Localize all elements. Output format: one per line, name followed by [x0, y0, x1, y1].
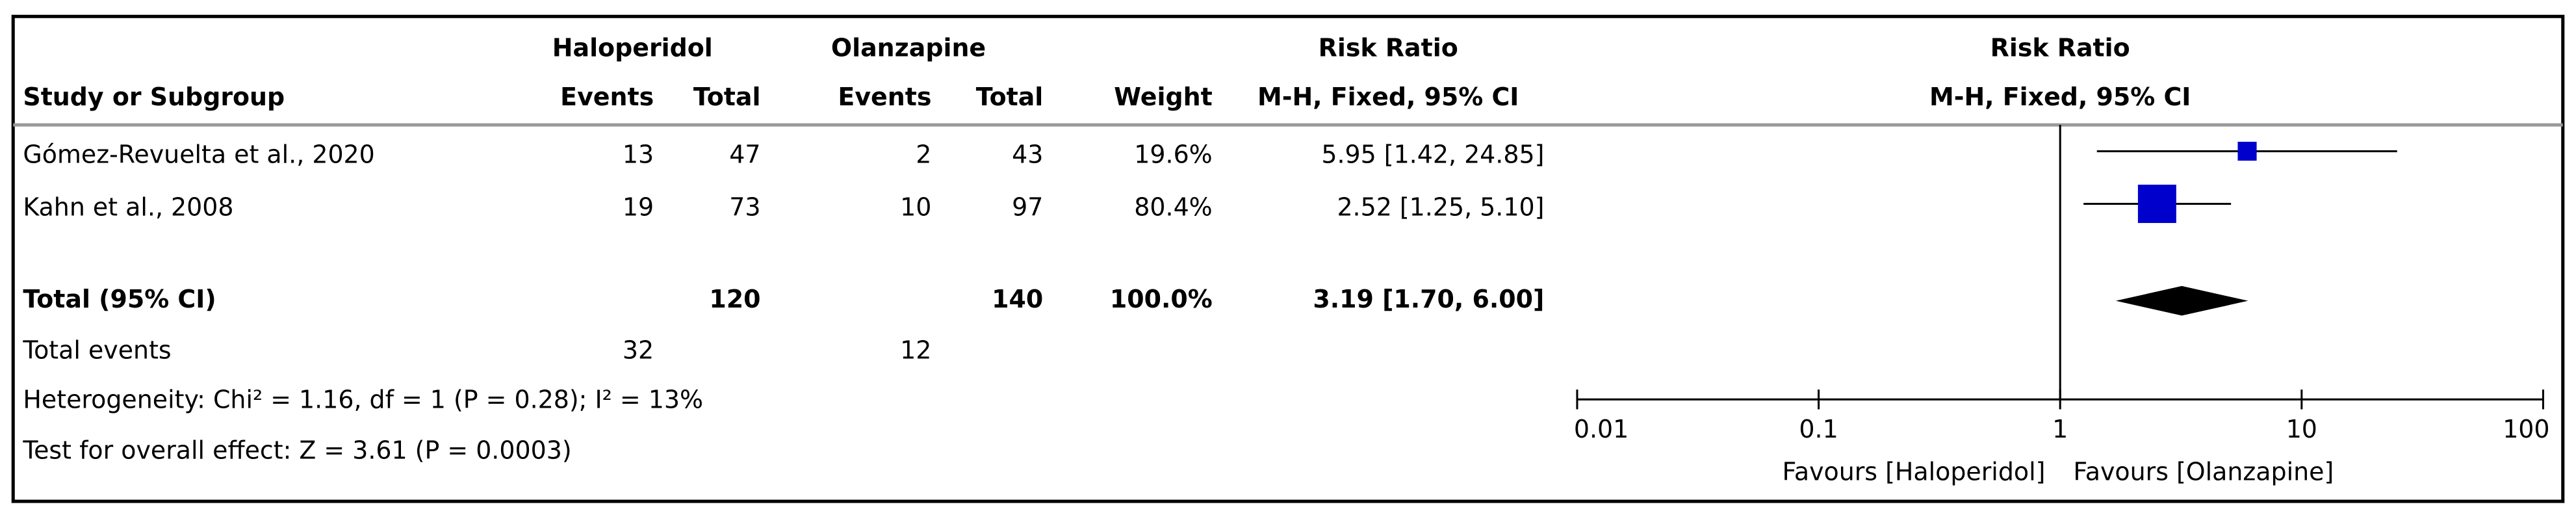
cell: 2.52 [1.25, 5.10] — [1337, 193, 1544, 222]
cell: 2 — [916, 140, 931, 169]
effect-box — [2137, 185, 2176, 223]
cell: 3.19 [1.70, 6.00] — [1313, 285, 1544, 313]
total-diamond — [2115, 285, 2248, 316]
effect-box — [2237, 142, 2257, 161]
x-tick-label: 1 — [2052, 415, 2068, 443]
column-header: Total — [693, 83, 761, 111]
row-label: Gómez-Revuelta et al., 2020 — [23, 140, 374, 169]
cell: 5.95 [1.42, 24.85] — [1321, 140, 1544, 169]
cell: 140 — [992, 285, 1043, 313]
cell: 43 — [1012, 140, 1043, 169]
x-tick-label: 0.1 — [1799, 415, 1838, 443]
column-header: Events — [838, 83, 931, 111]
row-label: Total (95% CI) — [23, 285, 216, 313]
cell: 10 — [900, 193, 931, 222]
overall-effect: Test for overall effect: Z = 3.61 (P = 0… — [22, 436, 571, 465]
x-tick-label: 0.01 — [1574, 415, 1629, 443]
column-header: M-H, Fixed, 95% CI — [1257, 83, 1519, 111]
cell: 97 — [1012, 193, 1043, 222]
cell: 13 — [623, 140, 654, 169]
x-label-left: Favours [Haloperidol] — [1783, 458, 2046, 486]
cell: 47 — [729, 140, 760, 169]
cell: 80.4% — [1134, 193, 1212, 222]
cell: 19.6% — [1134, 140, 1212, 169]
cell: 32 — [623, 336, 654, 365]
row-label: Kahn et al., 2008 — [23, 193, 233, 222]
x-tick-label: 10 — [2286, 415, 2317, 443]
x-tick-label: 100 — [2503, 415, 2549, 443]
column-header: Study or Subgroup — [23, 83, 285, 111]
cell: 120 — [709, 285, 760, 313]
column-header: Total — [976, 83, 1044, 111]
chart-title: Risk Ratio — [1990, 33, 2130, 62]
heterogeneity: Heterogeneity: Chi² = 1.16, df = 1 (P = … — [23, 385, 703, 414]
group-header: Haloperidol — [552, 33, 713, 62]
cell: 19 — [623, 193, 654, 222]
column-header: Weight — [1114, 83, 1212, 111]
x-label-right: Favours [Olanzapine] — [2073, 458, 2334, 486]
cell: 73 — [729, 193, 760, 222]
group-header: Risk Ratio — [1319, 33, 1458, 62]
cell: 12 — [900, 336, 931, 365]
group-header: Olanzapine — [831, 33, 986, 62]
row-label: Total events — [22, 336, 171, 365]
column-header: Events — [560, 83, 654, 111]
chart-subtitle: M-H, Fixed, 95% CI — [1929, 83, 2191, 111]
cell: 100.0% — [1110, 285, 1213, 313]
frame — [11, 14, 2565, 503]
